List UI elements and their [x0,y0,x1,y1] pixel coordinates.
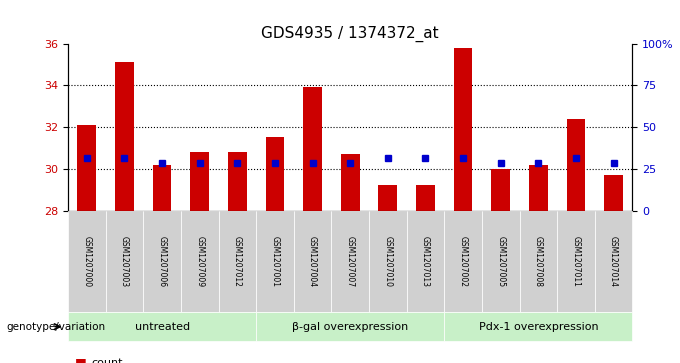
Text: GSM1207008: GSM1207008 [534,236,543,287]
Bar [190,152,209,211]
Text: genotype/variation: genotype/variation [7,322,106,332]
Text: count: count [92,358,123,363]
Text: GSM1207005: GSM1207005 [496,236,505,287]
Text: GSM1207014: GSM1207014 [609,236,618,287]
Bar [78,125,97,211]
Bar [303,87,322,211]
Text: ■: ■ [75,356,86,363]
Text: GSM1207004: GSM1207004 [308,236,317,287]
Text: GSM1207002: GSM1207002 [458,236,468,287]
Text: GSM1207006: GSM1207006 [158,236,167,287]
Text: Pdx-1 overexpression: Pdx-1 overexpression [479,322,598,332]
Text: β-gal overexpression: β-gal overexpression [292,322,408,332]
Bar [605,175,623,211]
Text: untreated: untreated [135,322,190,332]
Title: GDS4935 / 1374372_at: GDS4935 / 1374372_at [261,26,439,42]
Bar [341,154,360,211]
Text: GSM1207013: GSM1207013 [421,236,430,287]
Text: GSM1207007: GSM1207007 [345,236,355,287]
Bar [491,169,510,211]
Bar [454,48,473,211]
Text: GSM1207001: GSM1207001 [271,236,279,287]
Bar [416,185,435,211]
Bar [152,165,171,211]
Bar [566,119,585,211]
Text: GSM1207009: GSM1207009 [195,236,204,287]
Text: GSM1207003: GSM1207003 [120,236,129,287]
Text: GSM1207011: GSM1207011 [571,236,581,287]
Bar [265,138,284,211]
Text: GSM1207012: GSM1207012 [233,236,242,287]
Bar [115,62,134,211]
Bar [228,152,247,211]
Bar [378,185,397,211]
Text: GSM1207000: GSM1207000 [82,236,91,287]
Text: GSM1207010: GSM1207010 [384,236,392,287]
Bar [529,165,548,211]
